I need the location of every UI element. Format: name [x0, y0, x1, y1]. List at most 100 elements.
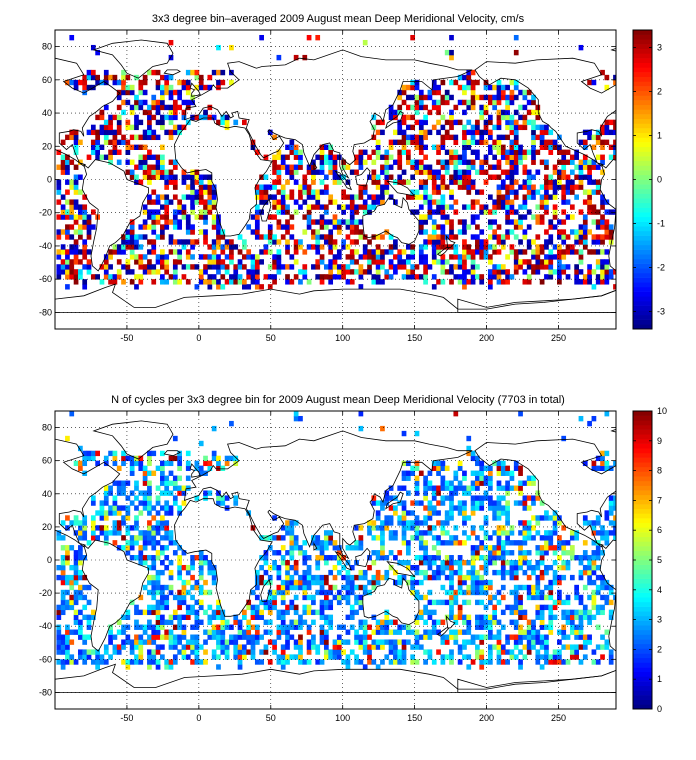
heatmap-cell [168, 584, 174, 591]
heatmap-cell [103, 139, 109, 146]
heatmap-cell [254, 254, 260, 260]
heatmap-cell [298, 619, 303, 625]
heatmap-cell [185, 229, 191, 235]
heatmap-cell [207, 465, 213, 471]
heatmap-cell [254, 609, 260, 616]
x-tick-label: 250 [551, 713, 566, 723]
heatmap-cell [405, 244, 411, 250]
heatmap-cell [457, 84, 463, 91]
heatmap-cell [418, 520, 424, 526]
heatmap-cell [129, 224, 135, 230]
colorbar-swatch [633, 643, 652, 649]
heatmap-cell [371, 159, 377, 165]
heatmap-cell [160, 194, 165, 200]
heatmap-cell [267, 234, 273, 240]
heatmap-cell [418, 89, 424, 96]
heatmap-cell [462, 274, 467, 280]
heatmap-cell [548, 249, 554, 255]
heatmap-cell [591, 179, 597, 185]
heatmap-cell [345, 569, 351, 576]
heatmap-cell [134, 244, 139, 250]
heatmap-cell [73, 520, 79, 526]
colorbar-swatch [633, 522, 652, 528]
heatmap-cell [569, 179, 575, 185]
heatmap-cell [160, 505, 165, 511]
colorbar-swatch [633, 165, 652, 171]
heatmap-cell [578, 415, 584, 422]
heatmap-cell [142, 169, 148, 175]
heatmap-cell [557, 654, 562, 660]
heatmap-cell [280, 199, 286, 205]
coastline [474, 438, 616, 548]
heatmap-cell [319, 254, 325, 260]
heatmap-cell [73, 219, 79, 225]
colorbar-swatch [633, 564, 652, 570]
heatmap-cell [531, 269, 536, 275]
heatmap-cell [418, 249, 424, 255]
heatmap-cell [375, 179, 381, 185]
heatmap-cell [65, 624, 70, 630]
heatmap-cell [129, 490, 135, 496]
heatmap-cell [427, 654, 433, 660]
heatmap-cell [483, 465, 489, 471]
heatmap-cell [453, 199, 459, 205]
heatmap-cell [427, 264, 433, 270]
heatmap-cell [535, 564, 541, 571]
heatmap-cell [539, 569, 545, 576]
heatmap-cell [147, 129, 152, 136]
heatmap-cell [604, 139, 610, 146]
heatmap-cell [319, 244, 325, 250]
heatmap-cell [475, 79, 480, 86]
heatmap-cell [147, 664, 152, 670]
heatmap-cell [224, 279, 230, 285]
heatmap-cell [613, 154, 616, 160]
heatmap-cell [418, 259, 424, 265]
heatmap-cell [475, 154, 480, 160]
heatmap-cell [168, 74, 174, 81]
heatmap-cell [405, 475, 411, 481]
heatmap-cell [198, 659, 204, 665]
heatmap-cell [147, 525, 152, 531]
heatmap-cell [401, 129, 407, 136]
heatmap-cell [591, 209, 597, 215]
heatmap-cell [211, 184, 217, 190]
heatmap-cell [384, 525, 390, 531]
heatmap-cell [423, 515, 428, 521]
heatmap-cell [557, 264, 562, 270]
heatmap-cell [323, 629, 329, 635]
heatmap-cell [203, 639, 208, 645]
heatmap-cell [565, 619, 571, 625]
heatmap-cell [280, 584, 286, 591]
heatmap-cell [440, 144, 446, 150]
heatmap-cell [306, 579, 312, 586]
heatmap-cell [147, 460, 152, 467]
heatmap-cell [242, 634, 247, 640]
heatmap-cell [397, 579, 403, 586]
heatmap-cell [172, 179, 178, 185]
heatmap-cell [431, 104, 437, 111]
heatmap-cell [539, 594, 545, 601]
heatmap-cell [388, 109, 394, 116]
heatmap-cell [449, 555, 454, 561]
heatmap-cell [306, 629, 312, 635]
heatmap-cell [418, 609, 424, 616]
heatmap-cell [479, 94, 485, 101]
heatmap-cell [237, 649, 243, 655]
heatmap-cell [479, 279, 485, 285]
heatmap-cell [522, 495, 528, 501]
heatmap-cell [427, 515, 433, 521]
heatmap-cell [539, 609, 545, 616]
heatmap-cell [604, 279, 610, 285]
heatmap-cell [138, 659, 144, 665]
heatmap-cell [90, 274, 96, 280]
colorbar-tick-label: 3 [657, 615, 662, 625]
heatmap-cell [190, 209, 195, 215]
coastline [81, 159, 149, 272]
heatmap-cell [509, 619, 515, 625]
heatmap-cell [280, 560, 286, 566]
heatmap-cell [513, 500, 519, 506]
heatmap-cell [522, 560, 528, 566]
heatmap-cell [332, 224, 338, 230]
heatmap-cell [190, 649, 195, 655]
heatmap-cell [509, 154, 515, 160]
